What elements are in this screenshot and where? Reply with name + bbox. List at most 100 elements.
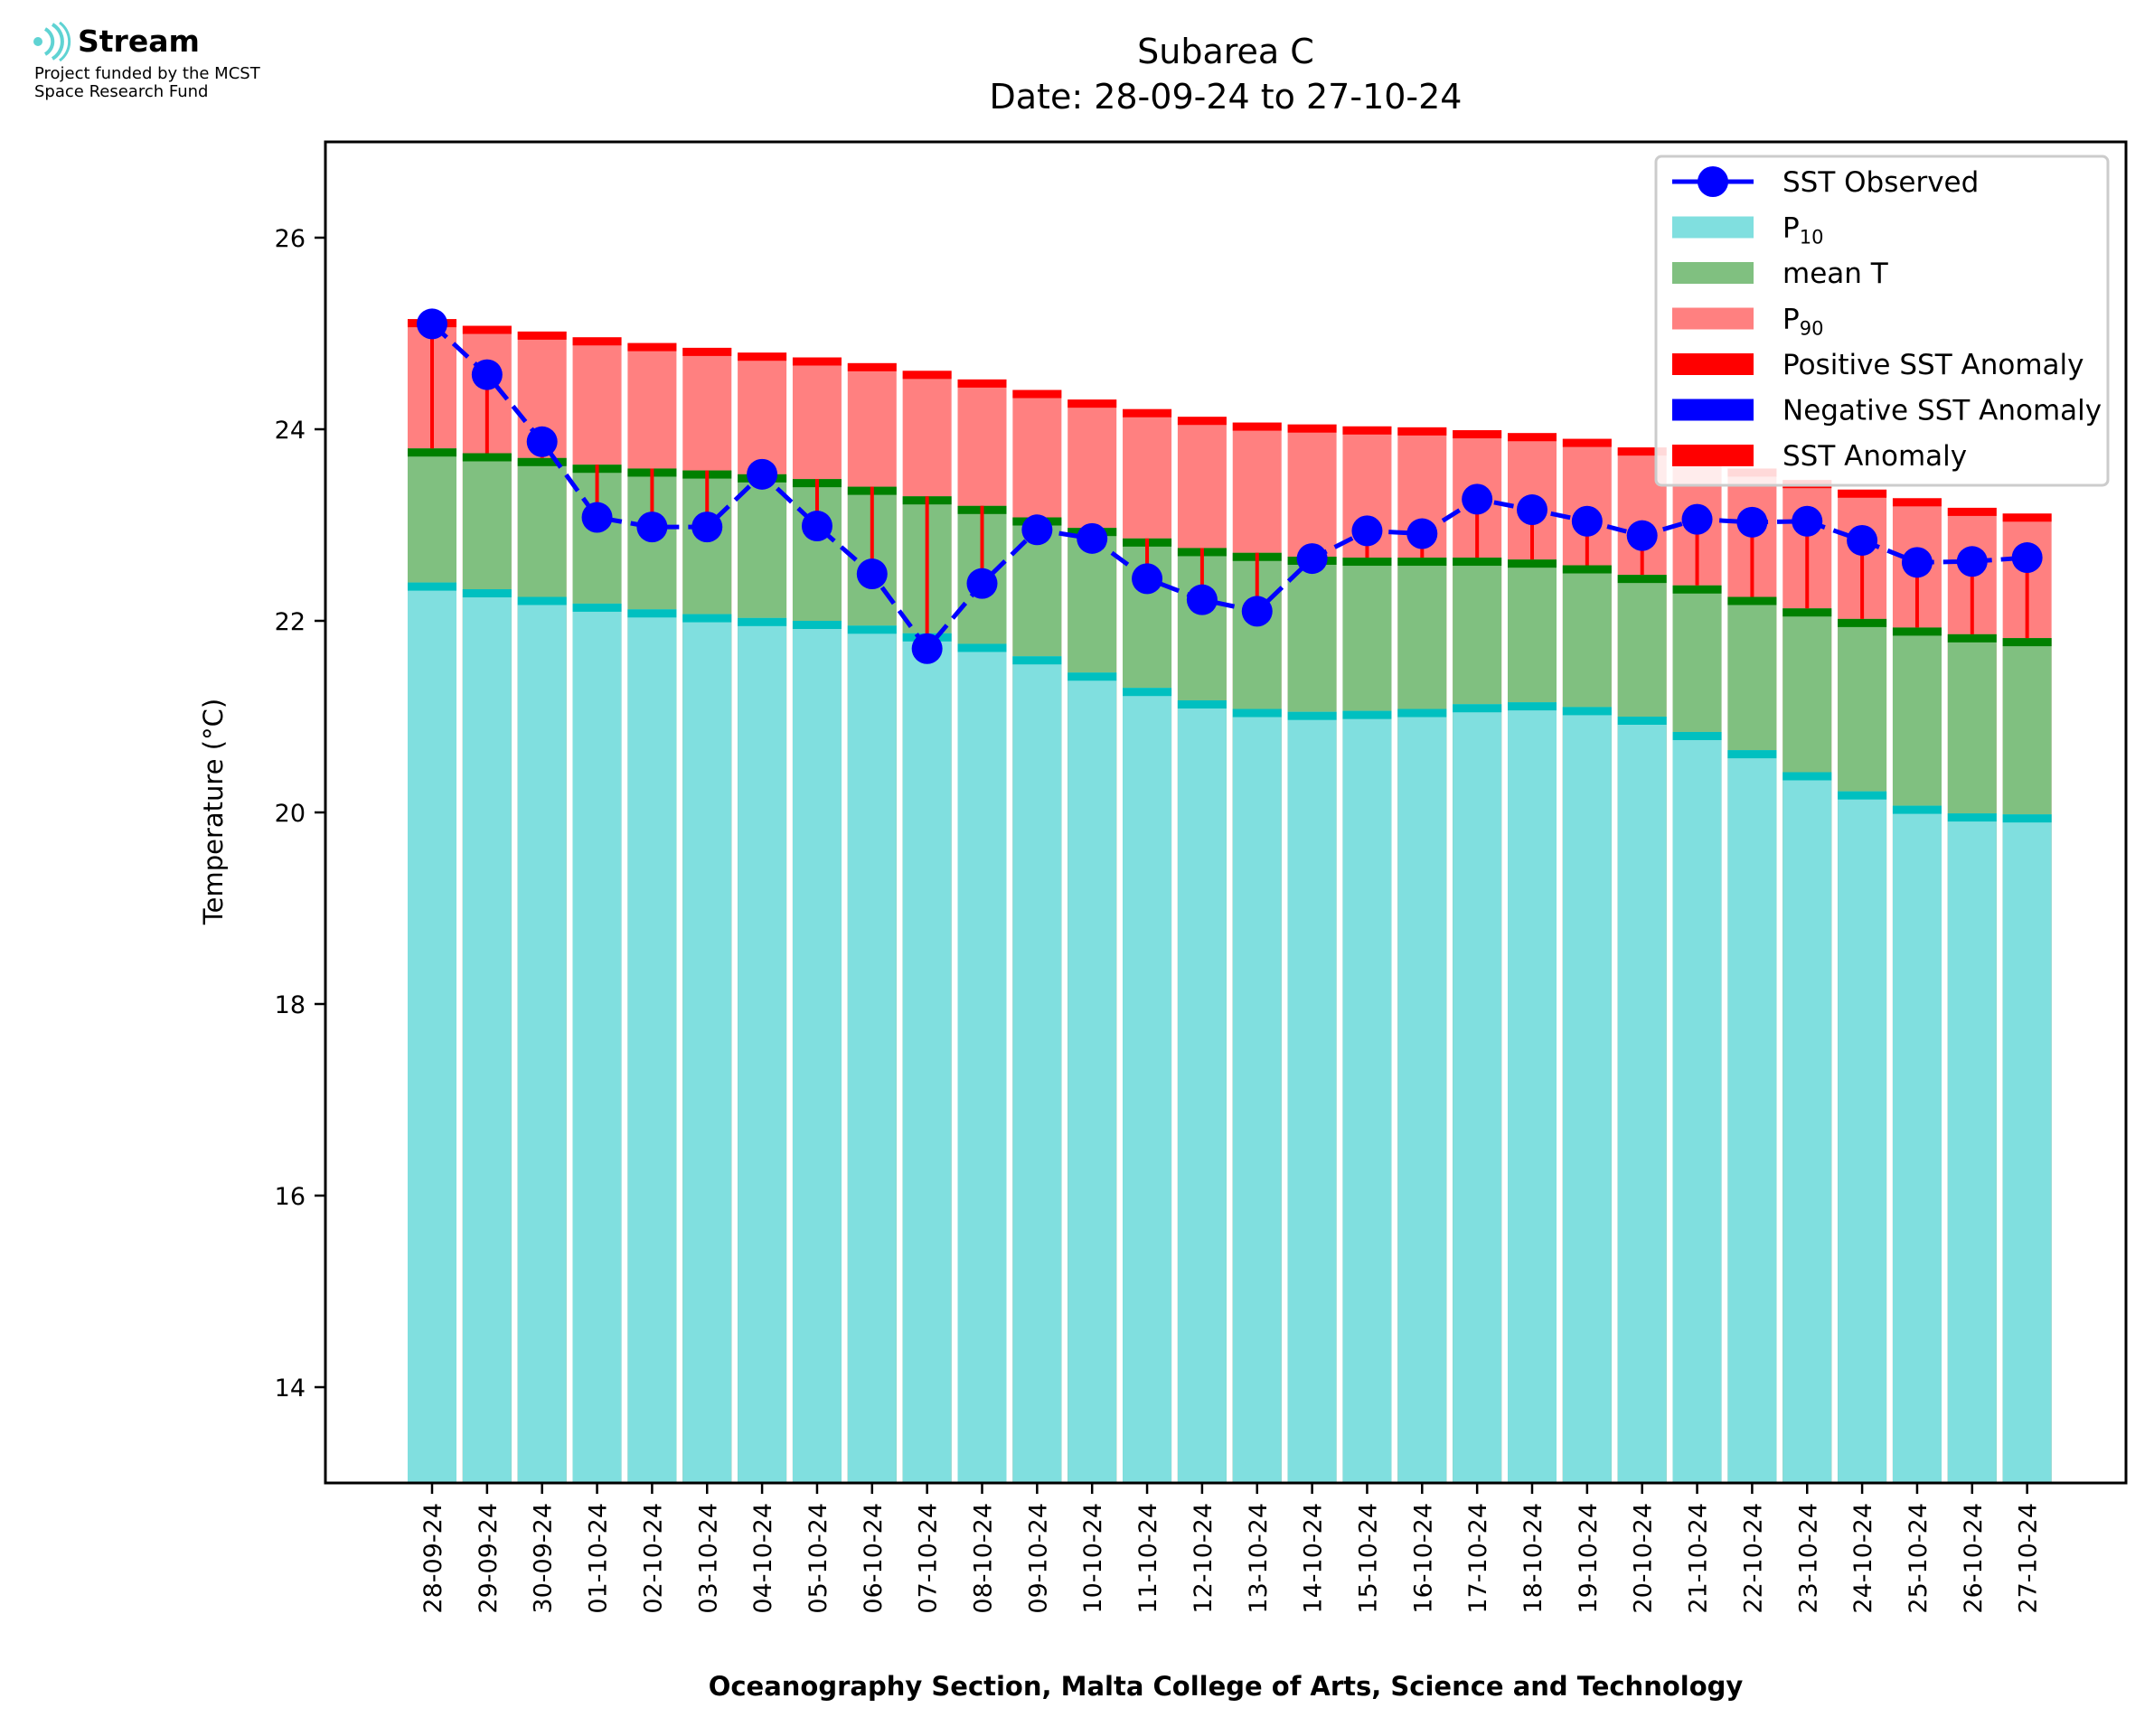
p10-bar <box>1947 813 1997 1483</box>
sst-observed-layer <box>417 308 2043 664</box>
p10-bar <box>572 603 622 1483</box>
mean-t-bar-top <box>1892 627 1942 636</box>
legend-label: SST Observed <box>1782 166 1979 199</box>
x-axis: 28-09-24 29-09-24 30-09-24 01-10-24 02-10-24… <box>419 1483 2043 1614</box>
x-tick-label: 02-10-24 <box>639 1503 667 1614</box>
p10-bar-top <box>1892 805 1942 814</box>
p10-bar-top <box>1838 791 1887 800</box>
mean-t-bar-top <box>1342 558 1392 567</box>
x-tick-label: 30-09-24 <box>530 1503 558 1614</box>
mean-t-bar-top <box>517 457 567 466</box>
p10-bar <box>738 617 787 1483</box>
p10-bar <box>1727 750 1777 1483</box>
x-tick-label: 24-10-24 <box>1849 1503 1877 1614</box>
sst-observed-point <box>2011 542 2043 574</box>
p10-bar <box>1012 656 1062 1483</box>
legend-label: Negative SST Anomaly <box>1782 395 2102 427</box>
mean-t-bar-top <box>1838 618 1887 627</box>
legend-marker-swatch <box>1698 166 1728 197</box>
p10-bar <box>462 589 512 1483</box>
legend-label: Positive SST Anomaly <box>1782 349 2083 381</box>
legend-label-subscript: 10 <box>1800 227 1824 249</box>
p90-bar-top <box>1068 399 1117 408</box>
mean-t-bar-top <box>2002 638 2052 647</box>
p10-bar-top <box>847 625 897 634</box>
p90-bar-top <box>1012 389 1062 399</box>
p90-bar-top <box>1562 438 1612 447</box>
legend-patch-swatch <box>1672 262 1754 284</box>
sst-observed-point <box>1351 515 1383 547</box>
p10-bar-top <box>792 621 842 629</box>
stream-logo-icon <box>33 22 71 61</box>
p10-bar-top <box>738 617 787 626</box>
x-tick-label: 28-09-24 <box>419 1503 447 1614</box>
x-tick-label: 10-10-24 <box>1079 1503 1107 1614</box>
sst-observed-point <box>471 359 503 390</box>
x-tick-label: 15-10-24 <box>1354 1503 1382 1614</box>
p90-bar-top <box>1232 422 1282 431</box>
logo-funding-line-2: Space Research Fund <box>34 82 209 101</box>
p10-bar <box>1782 772 1832 1483</box>
sst-observed-point <box>691 511 723 543</box>
p10-bar-top <box>1782 772 1832 781</box>
y-tick-label: 24 <box>275 417 306 445</box>
p90-bar-top <box>792 357 842 366</box>
p90-bar-top <box>1287 424 1337 433</box>
p10-bar <box>1342 710 1392 1483</box>
mean-t-bar-top <box>1727 596 1777 605</box>
p10-bar-top <box>1453 704 1502 713</box>
p10-bar-top <box>1012 656 1062 665</box>
mean-t-bar-top <box>1562 565 1612 574</box>
p10-bar-top <box>1232 708 1282 718</box>
sst-observed-point <box>1296 543 1328 575</box>
p10-bar-top <box>1508 702 1557 711</box>
x-tick-label: 01-10-24 <box>585 1503 613 1614</box>
p10-bar <box>517 596 567 1483</box>
x-tick-label: 11-10-24 <box>1134 1503 1162 1614</box>
p10-bar-top <box>1177 699 1227 708</box>
p90-bar-top <box>957 379 1007 388</box>
x-tick-label: 14-10-24 <box>1300 1503 1328 1614</box>
p10-bar <box>1562 707 1612 1483</box>
sst-observed-point <box>856 558 888 590</box>
legend-patch-swatch <box>1672 216 1754 239</box>
x-tick-label: 04-10-24 <box>749 1503 777 1614</box>
p10-bar-top <box>517 596 567 605</box>
p10-bar <box>902 633 952 1483</box>
x-tick-label: 22-10-24 <box>1739 1503 1767 1614</box>
y-axis-label: Temperature (°C) <box>198 699 229 925</box>
p90-bar-top <box>1342 426 1392 435</box>
sst-observed-point <box>1792 505 1823 537</box>
sst-observed-point <box>1847 524 1878 556</box>
p10-bar-top <box>1947 813 1997 822</box>
legend-patch-swatch <box>1672 445 1754 466</box>
p90-bar-top <box>1453 430 1502 439</box>
p10-bar <box>1838 791 1887 1483</box>
p90-bar-top <box>847 362 897 371</box>
x-tick-label: 23-10-24 <box>1794 1503 1822 1614</box>
sst-observed-point <box>526 426 558 457</box>
x-tick-label: 12-10-24 <box>1190 1503 1218 1614</box>
legend-box <box>1654 155 2110 487</box>
mean-t-bar-top <box>1453 558 1502 567</box>
p10-bar <box>1508 702 1557 1483</box>
x-tick-label: 16-10-24 <box>1409 1503 1437 1614</box>
p10-bar <box>1892 805 1942 1483</box>
mean-t-bar-top <box>1397 558 1447 567</box>
legend-patch-swatch <box>1672 353 1754 375</box>
p10-bar-top <box>1672 731 1722 740</box>
p10-bar <box>1123 688 1172 1483</box>
p10-bar-top <box>957 643 1007 652</box>
y-tick-label: 20 <box>275 800 306 828</box>
p90-bar-top <box>572 337 622 346</box>
bar-layer <box>408 319 2052 1484</box>
sst-observed-point <box>1681 503 1713 535</box>
p10-bar <box>1177 699 1227 1483</box>
p90-bar-top <box>627 343 677 352</box>
stream-logo: Stream Project funded by the MCST Space … <box>33 20 331 119</box>
p10-bar <box>1672 731 1722 1483</box>
p10-bar <box>1287 711 1337 1483</box>
x-tick-label: 13-10-24 <box>1245 1503 1273 1614</box>
p10-bar <box>682 614 732 1483</box>
